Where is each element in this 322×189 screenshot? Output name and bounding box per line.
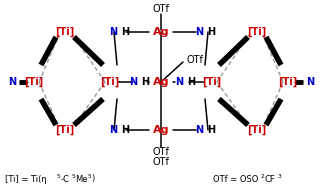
Text: [Ti]: [Ti] [100, 77, 120, 87]
Text: H: H [121, 27, 129, 37]
Text: N: N [129, 77, 137, 87]
Text: OTf: OTf [153, 147, 169, 157]
Text: N: N [195, 27, 203, 37]
Text: [Ti]: [Ti] [247, 125, 267, 135]
Text: H: H [207, 27, 215, 37]
Text: 2: 2 [261, 174, 265, 179]
Text: [Ti]: [Ti] [202, 77, 222, 87]
Text: OTf: OTf [153, 157, 169, 167]
Text: OTf: OTf [153, 4, 169, 14]
Text: N: N [109, 125, 117, 135]
Text: Ag: Ag [153, 27, 169, 37]
Text: N: N [306, 77, 314, 87]
Text: H: H [141, 77, 149, 87]
Text: N: N [109, 27, 117, 37]
Text: N: N [175, 77, 183, 87]
Text: 3: 3 [278, 174, 282, 179]
Text: [Ti]: [Ti] [24, 77, 43, 87]
Text: Ag: Ag [153, 125, 169, 135]
Text: -C: -C [61, 174, 70, 184]
Text: Me: Me [75, 174, 88, 184]
Text: OTf = OSO: OTf = OSO [213, 174, 258, 184]
Text: N: N [8, 77, 16, 87]
Text: H: H [121, 125, 129, 135]
Text: [Ti]: [Ti] [55, 125, 75, 135]
Text: N: N [195, 125, 203, 135]
Text: H: H [187, 77, 195, 87]
Text: OTf: OTf [187, 55, 204, 65]
Text: [Ti] = Ti(η: [Ti] = Ti(η [5, 174, 47, 184]
Text: [Ti]: [Ti] [247, 27, 267, 37]
Text: H: H [207, 125, 215, 135]
Text: ): ) [91, 174, 94, 184]
Text: 5: 5 [88, 174, 92, 179]
Text: Ag: Ag [153, 77, 169, 87]
Text: [Ti]: [Ti] [55, 27, 75, 37]
Text: CF: CF [265, 174, 276, 184]
Text: 5: 5 [72, 174, 76, 179]
Text: [Ti]: [Ti] [279, 77, 298, 87]
Text: 5: 5 [57, 174, 61, 179]
